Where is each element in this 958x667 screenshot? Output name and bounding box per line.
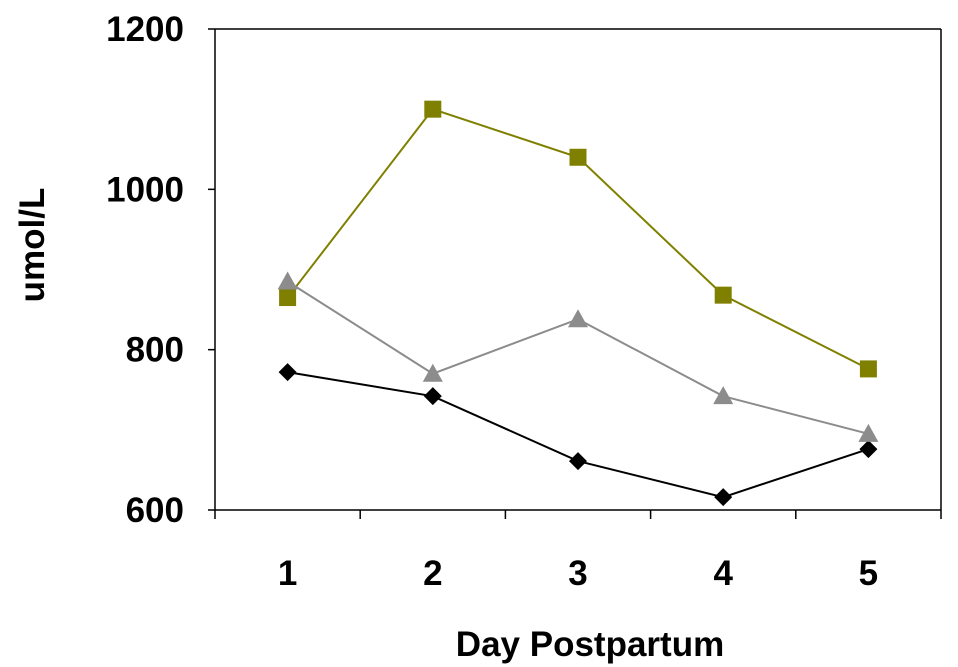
data-point-triangle <box>568 309 588 328</box>
x-tick-label: 2 <box>423 554 442 593</box>
x-tick-label: 1 <box>278 554 297 593</box>
data-point-square <box>714 286 732 304</box>
y-axis-ticks: 600 800 1000 1200 <box>106 10 215 530</box>
series-layer <box>277 100 879 507</box>
x-tick-label: 5 <box>859 554 878 593</box>
data-point-square <box>279 289 297 307</box>
y-axis-title: umol/L <box>13 188 52 303</box>
x-axis-ticks: 1 2 3 4 5 <box>214 510 942 593</box>
series-line <box>287 371 869 499</box>
data-point-diamond <box>859 440 878 459</box>
x-tick-label: 3 <box>568 554 587 593</box>
x-axis-title: Day Postpartum <box>456 625 724 664</box>
y-tick-label: 1000 <box>106 170 184 209</box>
data-point-diamond <box>423 387 442 406</box>
series-triangle <box>277 271 879 442</box>
series-square <box>279 100 877 378</box>
data-point-triangle <box>277 271 298 290</box>
data-point-diamond <box>714 488 733 507</box>
plot-frame <box>214 28 942 511</box>
y-tick-label: 1200 <box>106 10 184 49</box>
series-diamond <box>278 363 878 507</box>
data-point-triangle <box>422 363 443 382</box>
y-tick-label: 600 <box>126 491 184 530</box>
data-point-square <box>859 360 877 378</box>
data-point-square <box>424 100 442 118</box>
series-line <box>286 107 869 370</box>
data-point-triangle <box>713 386 734 405</box>
data-point-diamond <box>569 452 587 471</box>
series-line <box>287 280 869 435</box>
y-tick-label: 800 <box>126 331 184 370</box>
data-point-diamond <box>278 363 297 382</box>
data-point-triangle <box>858 423 879 442</box>
x-tick-label: 4 <box>713 554 733 593</box>
data-point-square <box>569 148 587 166</box>
